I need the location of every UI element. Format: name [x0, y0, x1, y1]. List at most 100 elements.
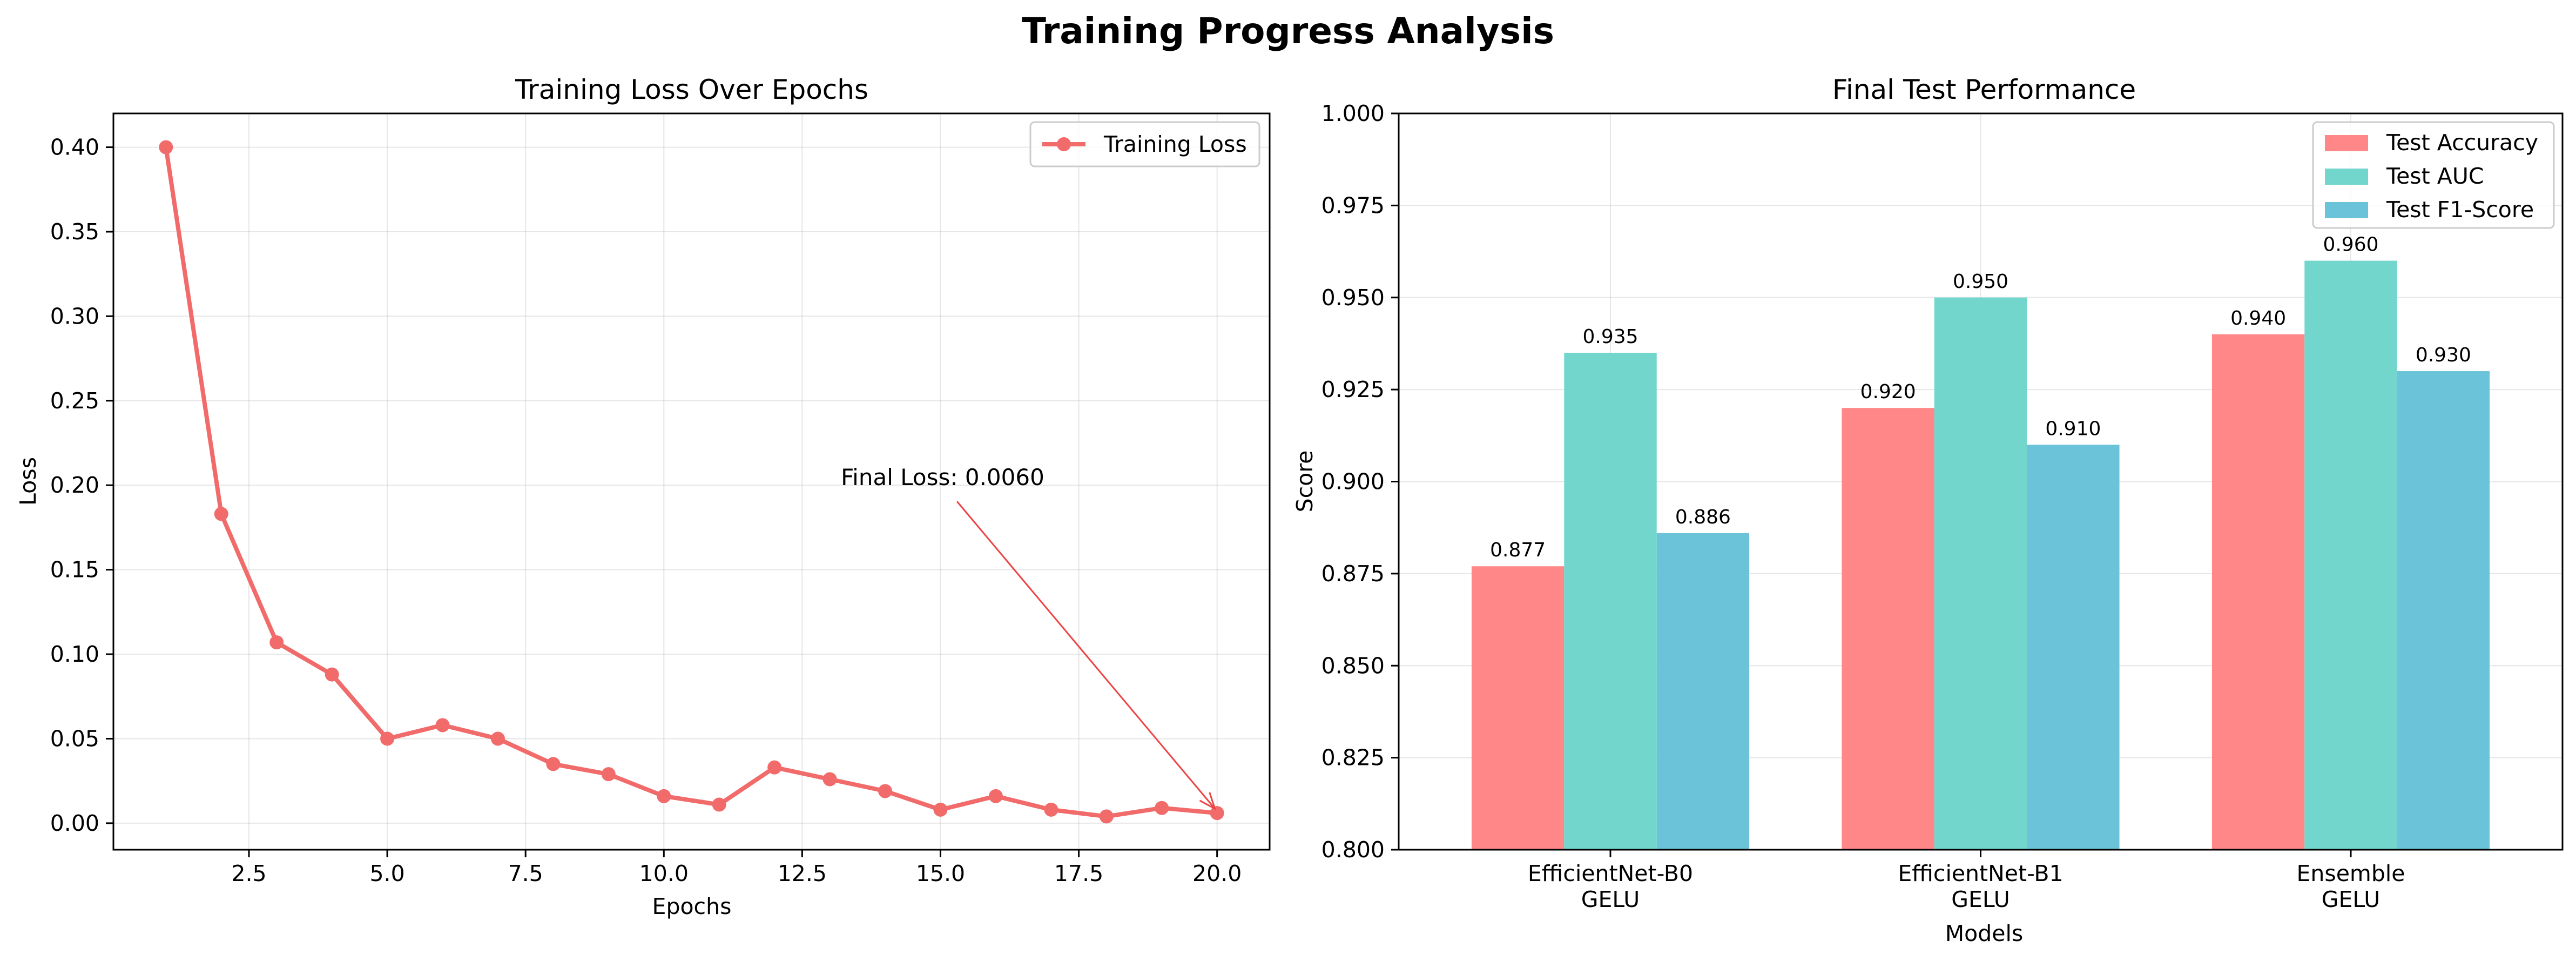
- category-label-line: GELU: [2322, 886, 2381, 912]
- loss-x-tick-label: 17.5: [1054, 861, 1103, 886]
- performance-bar-value: 0.910: [2045, 418, 2101, 440]
- loss-y-tick-label: 0.20: [50, 472, 99, 498]
- performance-category-label: Ensemble GELU: [2296, 861, 2405, 912]
- performance-chart-title: Final Test Performance: [1832, 74, 2136, 105]
- loss-point: [601, 767, 616, 782]
- performance-bar-value: 0.950: [1953, 271, 2008, 293]
- category-label-line: GELU: [1581, 886, 1640, 912]
- performance-bar-value: 0.930: [2416, 344, 2471, 366]
- loss-x-tick-label: 20.0: [1192, 861, 1242, 886]
- performance-bar: [1564, 352, 1657, 850]
- performance-legend-swatch: [2325, 169, 2368, 185]
- category-label-line: GELU: [1951, 886, 2010, 912]
- performance-y-axis-label: Score: [1292, 451, 1318, 513]
- loss-point: [1044, 802, 1058, 817]
- loss-x-tick-label: 2.5: [231, 861, 266, 886]
- loss-legend-box: [1029, 121, 1260, 167]
- loss-point: [325, 667, 339, 682]
- loss-plot-frame: [112, 112, 1271, 851]
- category-label-line: EfficientNet-B0: [1528, 861, 1693, 886]
- loss-grid: [113, 113, 1270, 850]
- performance-category-label: EfficientNet-B0 GELU: [1528, 861, 1693, 912]
- performance-bar-value: 0.886: [1675, 506, 1731, 528]
- performance-bars: 0.877 0.920 0.940 0.935 0.950 0.960 0.886 0.910…: [1471, 234, 2490, 850]
- performance-y-tick-label: 0.825: [1321, 745, 1385, 771]
- loss-y-tick-label: 0.25: [50, 388, 99, 414]
- final-loss-label: Final Loss: 0.0060: [841, 464, 1044, 490]
- loss-legend: Training Loss: [1029, 121, 1260, 167]
- performance-y-tick-label: 0.850: [1321, 653, 1385, 678]
- loss-axis-ticks: 2.5 5.0 7.5 10.0 12.5 15.0 17.5 20.0 0.00 0.05 0.1…: [50, 135, 1242, 886]
- performance-y-tick-label: 0.875: [1321, 561, 1385, 587]
- loss-y-tick-label: 0.40: [50, 135, 99, 160]
- performance-bar-value: 0.877: [1490, 539, 1546, 561]
- performance-bar: [1656, 533, 1750, 850]
- performance-chart: Final Test Performance 0.8000.8250.8500.…: [1292, 74, 2564, 946]
- performance-bar-value: 0.940: [2230, 307, 2286, 330]
- performance-legend-swatch: [2325, 135, 2368, 151]
- performance-bar: [1471, 566, 1565, 850]
- loss-x-tick-label: 5.0: [369, 861, 404, 886]
- performance-bar: [2397, 371, 2490, 850]
- performance-legend-label: Test F1-Score: [2386, 197, 2534, 223]
- performance-bar: [2211, 334, 2305, 850]
- loss-markers: [159, 140, 1224, 824]
- performance-bar: [1934, 297, 2027, 850]
- loss-point: [878, 784, 893, 798]
- performance-bar-value: 0.920: [1860, 381, 1916, 403]
- loss-point: [546, 757, 561, 771]
- loss-point: [1155, 801, 1169, 815]
- loss-point: [159, 140, 173, 154]
- performance-legend-swatch: [2325, 202, 2368, 218]
- performance-plot-frame: [1398, 112, 2564, 851]
- final-loss-annotation: Final Loss: 0.0060: [841, 464, 1217, 811]
- loss-chart-title: Training Loss Over Epochs: [515, 74, 868, 105]
- loss-y-tick-label: 0.35: [50, 219, 99, 245]
- loss-y-tick-label: 0.10: [50, 641, 99, 667]
- loss-point: [822, 772, 837, 787]
- loss-point: [380, 731, 395, 746]
- performance-category-label: EfficientNet-B1 GELU: [1898, 861, 2063, 912]
- loss-chart: Training Loss Over Epochs 2.5 5.0 7.5 10.0 1…: [15, 74, 1271, 919]
- loss-point: [657, 789, 671, 803]
- performance-y-tick-label: 0.950: [1321, 285, 1385, 311]
- loss-point: [988, 789, 1003, 803]
- loss-x-axis-label: Epochs: [652, 893, 732, 919]
- loss-legend-marker: [1057, 137, 1071, 151]
- loss-series-line: [164, 147, 1218, 819]
- performance-y-tick-label: 0.975: [1321, 192, 1385, 218]
- performance-legend-label: Test AUC: [2386, 163, 2484, 189]
- final-loss-arrow: [956, 501, 1216, 810]
- performance-x-axis-label: Models: [1945, 920, 2023, 946]
- performance-y-tick-label: 1.000: [1321, 100, 1385, 126]
- performance-y-tick-label: 0.900: [1321, 469, 1385, 495]
- performance-axis-ticks: 0.800 0.825 0.850 0.875 0.900 0.925 0.950 0.975…: [1321, 100, 2405, 912]
- figure-title: Training Progress Analysis: [1022, 10, 1554, 52]
- loss-point: [435, 718, 450, 732]
- loss-point: [712, 797, 726, 812]
- loss-point: [490, 731, 505, 746]
- performance-bar: [1842, 408, 1934, 850]
- loss-point: [1210, 806, 1224, 821]
- performance-bar-value: 0.935: [1582, 326, 1638, 348]
- loss-x-tick-label: 15.0: [916, 861, 965, 886]
- loss-x-tick-label: 10.0: [639, 861, 689, 886]
- final-loss-arrowhead: [1199, 792, 1217, 811]
- performance-bar: [2304, 260, 2397, 850]
- loss-y-tick-label: 0.30: [50, 303, 99, 329]
- loss-point: [933, 802, 948, 817]
- loss-point: [269, 635, 284, 650]
- loss-y-tick-label: 0.00: [50, 810, 99, 836]
- loss-point: [214, 507, 228, 521]
- loss-y-tick-label: 0.05: [50, 725, 99, 751]
- performance-y-tick-label: 0.925: [1321, 377, 1385, 402]
- loss-y-axis-label: Loss: [15, 457, 41, 506]
- loss-point: [1099, 809, 1114, 824]
- performance-legend-label: Test Accuracy: [2386, 130, 2538, 156]
- loss-y-tick-label: 0.15: [50, 557, 99, 583]
- loss-point: [767, 760, 782, 775]
- loss-x-tick-label: 7.5: [508, 861, 543, 886]
- loss-x-tick-label: 12.5: [778, 861, 827, 886]
- performance-legend: Test Accuracy Test AUC Test F1-Score: [2312, 121, 2555, 229]
